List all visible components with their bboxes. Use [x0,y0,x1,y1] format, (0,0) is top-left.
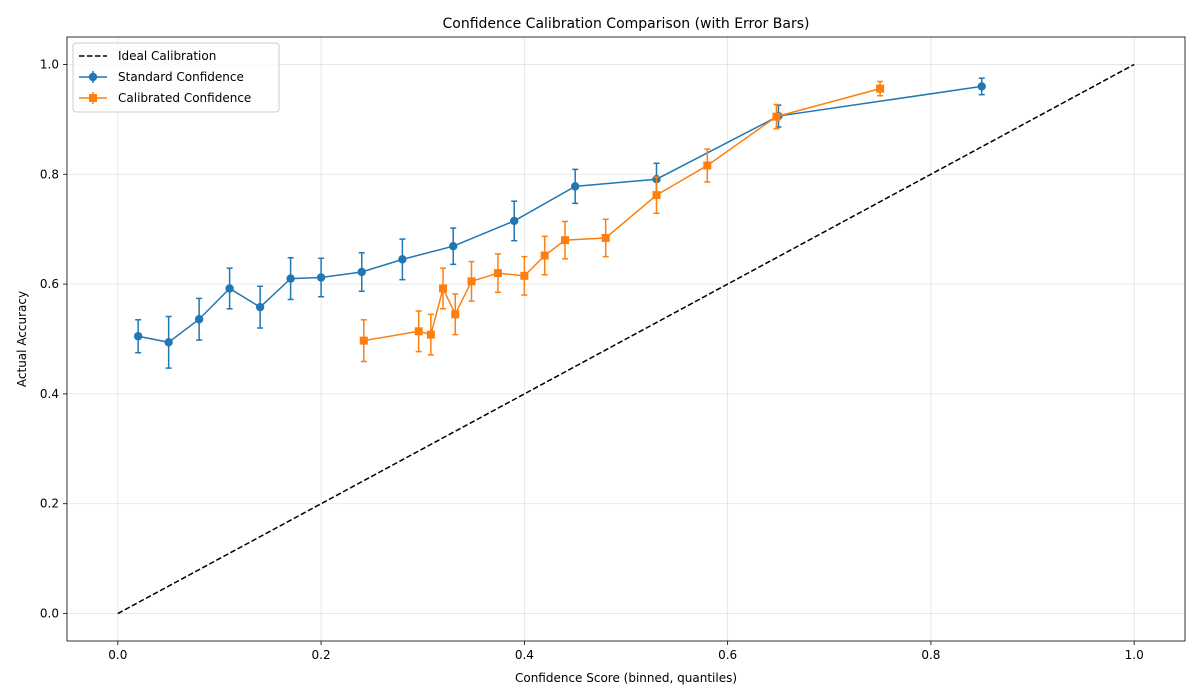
ideal-calibration-line [117,63,1135,615]
tick-layer: 0.0 0.2 0.4 0.6 0.8 1.0 0.0 0.2 0.4 0.6 0.8 1.0 [40,57,1144,662]
y-tick-label: 0.8 [40,167,59,181]
y-tick-label: 0.4 [40,387,59,401]
y-tick-label: 0.0 [40,607,59,621]
x-tick-label: 0.0 [108,648,127,662]
data-point [357,267,366,277]
x-tick-label: 0.8 [921,648,940,662]
x-axis-label: Confidence Score (binned, quantiles) [515,671,737,685]
data-point [225,284,234,293]
data-point [561,236,570,245]
plot-frame [66,36,1186,642]
legend-label-standard: Standard Confidence [118,70,244,84]
legend: Ideal Calibration Standard Confidence Ca… [72,42,280,113]
y-tick-label: 0.6 [40,277,59,291]
data-point [133,332,143,341]
series-1 [133,77,986,369]
data-point [510,216,519,226]
legend-swatch-marker [88,72,98,82]
y-axis-label: Actual Accuracy [15,291,29,387]
data-point [876,84,885,93]
x-tick-label: 0.4 [515,648,534,662]
y-tick-label: 1.0 [40,57,59,71]
data-point [316,273,326,282]
data-point [601,233,610,242]
data-point [255,302,265,312]
grid-layer [67,37,1185,641]
x-tick-label: 0.6 [718,648,737,662]
series-0 [117,63,1135,615]
x-tick-label: 1.0 [1125,648,1144,662]
data-point [414,327,423,336]
legend-swatch-marker [89,94,97,102]
data-point [451,310,460,319]
data-point [703,161,712,170]
legend-swatches [79,55,107,104]
chart-title: Confidence Calibration Comparison (with … [443,16,810,32]
data-point [570,182,580,191]
legend-label-calibrated: Calibrated Confidence [118,91,251,105]
data-point [977,82,986,91]
data-point [194,315,204,324]
legend-box [72,42,280,113]
data-point [540,251,549,260]
data-point [359,336,368,345]
series-2 [359,80,885,363]
y-tick-label: 0.2 [40,497,59,511]
data-point [449,242,458,251]
data-point [426,330,435,339]
data-point [652,191,661,200]
legend-label-ideal: Ideal Calibration [118,49,216,63]
data-point [439,284,448,293]
data-layer [117,63,1135,615]
data-point [772,112,781,121]
data-point [467,277,476,286]
data-point [286,274,295,283]
data-point [164,338,173,347]
data-point [493,269,502,278]
data-point [398,255,407,264]
data-point [520,271,529,280]
x-tick-label: 0.2 [312,648,331,662]
